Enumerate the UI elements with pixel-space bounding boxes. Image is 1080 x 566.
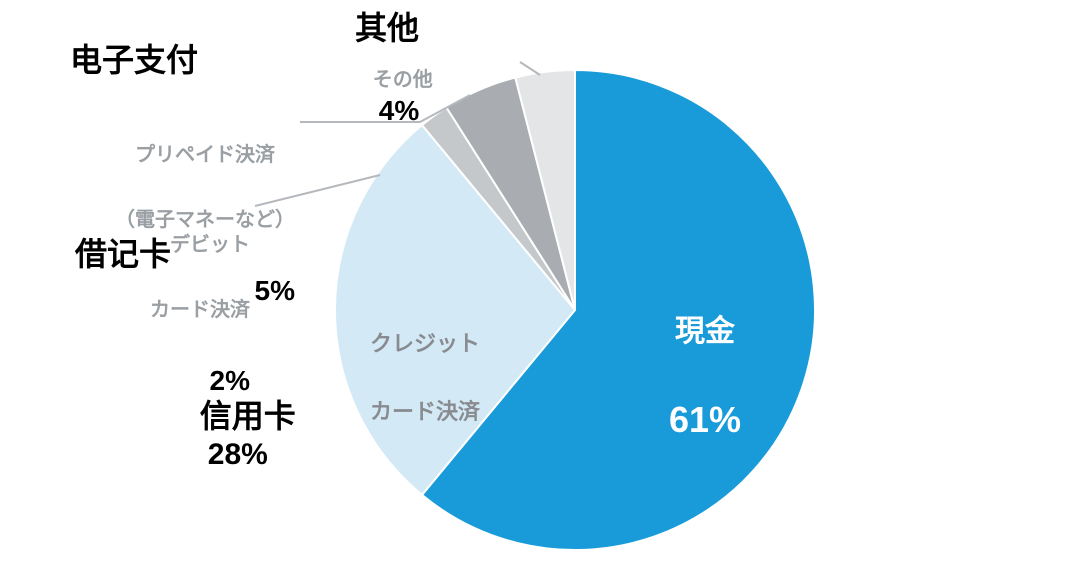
credit-jp-line2: カード決済 bbox=[340, 398, 510, 426]
emoney-pct: 5% bbox=[255, 275, 295, 306]
emoney-cn: 电子支付 bbox=[70, 40, 198, 80]
credit-jp-line1: クレジット bbox=[340, 330, 510, 358]
cash-pct: 61% bbox=[625, 397, 785, 442]
slice-label-emoney: プリペイド決済 （電子マネーなど） 5% bbox=[20, 83, 295, 328]
other-cn: 其他 bbox=[355, 8, 419, 48]
emoney-jp-line1: プリペイド決済 bbox=[115, 143, 295, 168]
slice-label-other: その他 4% bbox=[355, 48, 433, 148]
other-jp: その他 bbox=[373, 69, 433, 91]
slice-label-credit-jp: クレジット カード決済 bbox=[340, 290, 510, 465]
slice-label-cash: 現金 61% bbox=[625, 273, 785, 482]
payment-method-pie-chart: 現金 61% クレジット カード決済 信用卡 28% デビット カード決済 2%… bbox=[0, 0, 1080, 566]
cash-jp: 現金 bbox=[625, 313, 785, 351]
leader-line-other bbox=[520, 62, 540, 75]
emoney-jp-line2: （電子マネーなど） bbox=[115, 208, 295, 233]
other-pct: 4% bbox=[379, 95, 419, 126]
debit-pct: 2% bbox=[210, 365, 250, 396]
credit-pct: 28% bbox=[208, 438, 268, 471]
